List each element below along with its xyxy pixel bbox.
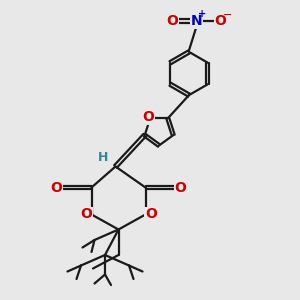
Text: −: − bbox=[222, 9, 232, 20]
Text: O: O bbox=[175, 181, 187, 194]
Text: O: O bbox=[80, 208, 92, 221]
Text: O: O bbox=[145, 208, 157, 221]
Text: H: H bbox=[98, 151, 108, 164]
Text: O: O bbox=[214, 14, 226, 28]
Text: O: O bbox=[50, 181, 62, 194]
Text: +: + bbox=[197, 9, 206, 20]
Text: N: N bbox=[191, 14, 202, 28]
Text: O: O bbox=[167, 14, 178, 28]
Text: O: O bbox=[143, 110, 154, 124]
